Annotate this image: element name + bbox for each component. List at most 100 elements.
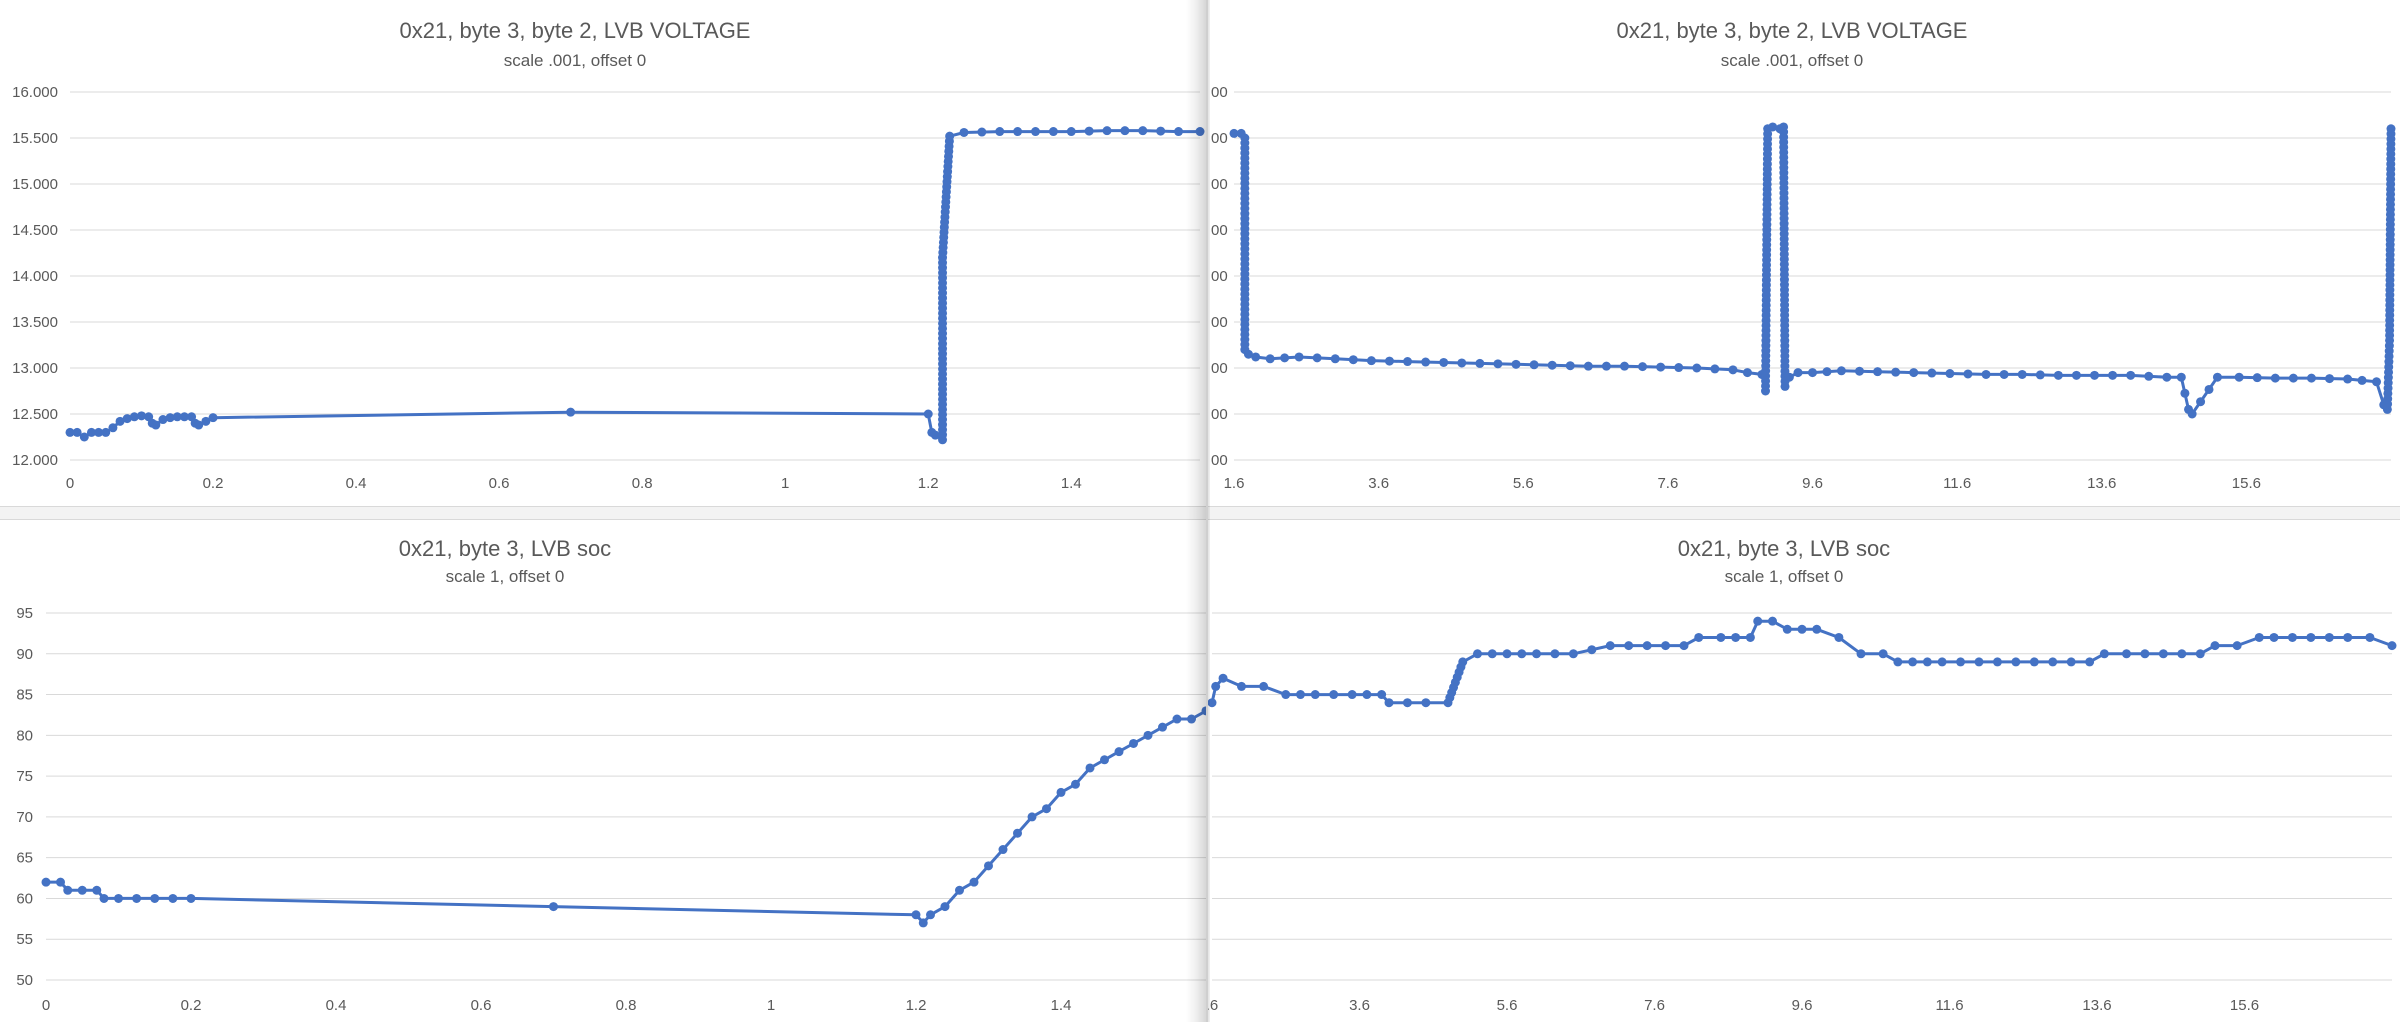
data-point (1873, 367, 1883, 377)
data-point (1661, 641, 1671, 651)
data-point (1207, 698, 1217, 708)
x-tick-label: 5.6 (1513, 475, 1534, 492)
data-point (1502, 649, 1512, 659)
data-point (2306, 632, 2316, 642)
data-point (137, 411, 147, 421)
data-point (2140, 649, 2150, 659)
data-point (2011, 657, 2021, 667)
data-point (1102, 126, 1112, 136)
data-point (945, 131, 955, 141)
y-tick-label: 15.000 (12, 176, 58, 193)
data-point (1031, 127, 1041, 137)
y-tick-label: 85 (16, 687, 33, 704)
data-point (1784, 372, 1794, 382)
data-point (1782, 624, 1792, 634)
y-tick-label: 12.500 (12, 406, 58, 423)
data-point (2306, 373, 2316, 383)
data-point (1013, 127, 1023, 137)
y-tick-label: 14.500 (12, 222, 58, 239)
data-point (1768, 616, 1777, 626)
data-point (2122, 649, 2131, 659)
data-point (930, 430, 940, 440)
data-point (1085, 763, 1095, 773)
data-point (969, 877, 979, 887)
data-point (1251, 352, 1261, 362)
data-point (1855, 366, 1865, 376)
data-point (1909, 368, 1919, 378)
data-point (1048, 127, 1058, 137)
data-point (92, 885, 102, 895)
y-tick-label: 95 (16, 605, 33, 622)
chart-subtitle: scale .001, offset 0 (504, 51, 646, 70)
data-point (1587, 645, 1597, 655)
data-point (1066, 127, 1076, 137)
data-point (1619, 361, 1629, 371)
data-point (56, 877, 65, 887)
x-tick-label: 0.8 (632, 475, 653, 492)
data-point (1856, 649, 1866, 659)
data-point (158, 415, 168, 425)
data-point (2071, 370, 2081, 380)
data-point (2343, 632, 2353, 642)
data-point (1138, 126, 1148, 136)
x-tick-label: 0.6 (489, 475, 510, 492)
row-divider (0, 506, 2400, 520)
x-tick-label: 1.6 (1224, 475, 1245, 492)
x-tick-label: .6 (1206, 997, 1218, 1014)
x-tick-label: 11.6 (1943, 475, 1971, 492)
data-point (1310, 690, 1320, 700)
data-point (1172, 714, 1182, 724)
data-point (1457, 358, 1467, 368)
data-point (1493, 359, 1503, 369)
data-point (1642, 641, 1652, 651)
data-point (150, 893, 160, 903)
data-point (1100, 755, 1109, 765)
data-point (1742, 368, 1752, 378)
x-tick-label: 0.2 (203, 475, 224, 492)
data-point (1728, 365, 1738, 375)
y-tick-label: 00 (1211, 268, 1228, 285)
data-point (940, 902, 950, 912)
data-point (2269, 632, 2279, 642)
data-point (984, 861, 993, 871)
x-tick-label: 3.6 (1349, 997, 1370, 1014)
x-tick-label: 0 (42, 997, 50, 1014)
y-tick-label: 00 (1211, 222, 1228, 239)
x-tick-label: 0.4 (326, 997, 347, 1014)
data-point (2144, 371, 2154, 381)
x-tick-label: 9.6 (1792, 997, 1813, 1014)
screenshot-seam-line (1206, 0, 1208, 1022)
x-tick-label: 1.4 (1061, 475, 1082, 492)
data-point (1893, 657, 1903, 667)
data-point (1922, 657, 1932, 667)
data-point (1366, 356, 1376, 366)
y-tick-label: 00 (1211, 360, 1228, 377)
chart-subtitle: scale 1, offset 0 (1725, 567, 1844, 586)
data-point (1583, 361, 1593, 371)
data-point (1550, 649, 1560, 659)
data-point (208, 413, 218, 423)
data-point (186, 893, 196, 903)
data-point (1362, 690, 1372, 700)
x-tick-label: 13.6 (2082, 997, 2111, 1014)
data-point (1473, 649, 1482, 659)
x-tick-label: 11.6 (1935, 997, 1963, 1014)
y-tick-label: 65 (16, 850, 33, 867)
x-tick-label: 0.2 (181, 997, 202, 1014)
data-point (1532, 649, 1541, 659)
data-point (926, 910, 935, 920)
data-point (1402, 698, 1412, 708)
x-tick-label: 3.6 (1368, 475, 1389, 492)
data-point (1281, 690, 1291, 700)
x-tick-label: 0.4 (346, 475, 367, 492)
data-point (1158, 722, 1167, 732)
data-point (1280, 353, 1290, 363)
y-tick-label: 00 (1211, 452, 1228, 469)
data-point (2270, 373, 2280, 383)
data-point (1710, 364, 1720, 374)
data-point (2232, 641, 2242, 651)
data-point (1568, 649, 1578, 659)
chart-subtitle: scale 1, offset 0 (446, 567, 565, 586)
data-point (1937, 657, 1947, 667)
data-point (1439, 357, 1449, 367)
